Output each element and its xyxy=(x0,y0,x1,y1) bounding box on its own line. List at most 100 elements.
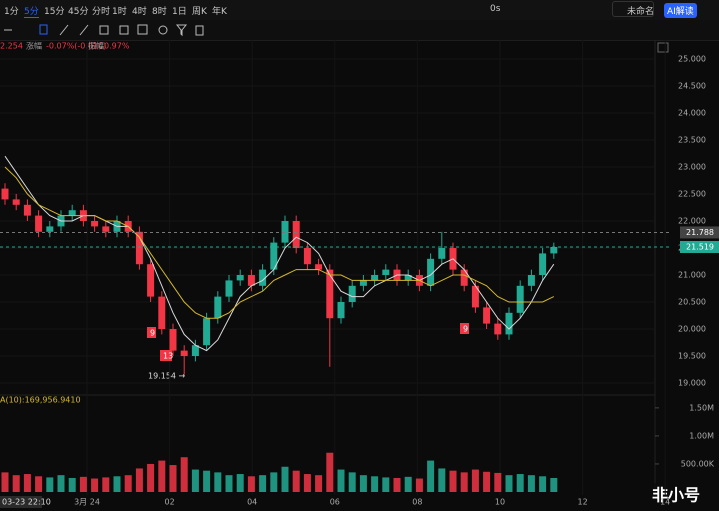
volume-bar xyxy=(214,472,222,492)
y-tick-label: 22.500 xyxy=(678,190,706,199)
volume-bar xyxy=(135,468,143,492)
y-tick-label: 24.000 xyxy=(678,109,706,118)
candle-body xyxy=(359,280,367,286)
period-button[interactable]: 周K xyxy=(192,7,207,17)
candle-body xyxy=(505,312,513,335)
candle-body xyxy=(214,296,222,319)
candle-body xyxy=(326,269,334,319)
x-tick-label: 02 xyxy=(165,498,175,507)
timer[interactable]: 0s xyxy=(490,4,501,14)
tool-icon[interactable] xyxy=(175,24,188,37)
tool-icon[interactable] xyxy=(59,24,69,36)
volume-bar xyxy=(203,470,211,492)
candle-body xyxy=(247,275,255,286)
volume-bar xyxy=(471,469,479,492)
watermark: 非小号 xyxy=(652,486,700,505)
volume-tick-label: 1.00M xyxy=(689,431,714,440)
low-label: 19.154 → xyxy=(148,372,186,381)
signal-box xyxy=(147,327,156,338)
candle-body xyxy=(303,248,311,265)
candle-body xyxy=(191,345,199,357)
volume-bar xyxy=(337,469,345,492)
price-label-box xyxy=(680,226,719,239)
layout-name[interactable]: 未命名 xyxy=(627,7,655,17)
volume-bar xyxy=(68,477,76,492)
tool-icon[interactable] xyxy=(39,24,48,35)
period-button[interactable]: 8时 xyxy=(152,7,167,17)
volume-bar xyxy=(527,475,535,492)
period-button[interactable]: 年K xyxy=(212,7,227,17)
period-button[interactable]: 1日 xyxy=(172,7,187,17)
volume-bar xyxy=(449,470,457,492)
candle-body xyxy=(315,264,323,270)
info-price: 2.254 xyxy=(0,42,23,51)
tool-icon[interactable] xyxy=(119,25,129,35)
y-tick-label: 19.000 xyxy=(678,379,706,388)
candle-body xyxy=(91,221,99,227)
volume-bar xyxy=(483,471,491,492)
candle-body xyxy=(35,215,43,232)
volume-bar xyxy=(303,474,311,492)
volume-bar xyxy=(180,457,188,492)
volume-bar xyxy=(292,470,300,492)
drawing-tools xyxy=(0,20,719,41)
expand-icon[interactable] xyxy=(657,42,669,53)
x-tick-label: 12 xyxy=(578,498,588,507)
tool-icon[interactable] xyxy=(79,24,89,36)
candle-body xyxy=(483,307,491,324)
period-button[interactable]: 5分 xyxy=(24,4,39,18)
period-button[interactable]: 4时 xyxy=(132,7,147,17)
volume-bar xyxy=(113,476,121,492)
candle-body xyxy=(270,242,278,270)
volume-bar xyxy=(404,476,412,492)
candle-body xyxy=(1,188,9,200)
period-button[interactable]: 1分 xyxy=(4,7,19,17)
y-tick-label: 19.500 xyxy=(678,352,706,361)
info-change-label: 涨幅 xyxy=(26,41,42,51)
candle-body xyxy=(471,285,479,308)
info-amplitude: 0.97% xyxy=(104,42,130,51)
info-amplitude-label: 振幅 xyxy=(88,41,104,51)
y-tick-label: 20.500 xyxy=(678,298,706,307)
volume-bar xyxy=(57,475,65,492)
volume-bar xyxy=(158,460,166,492)
volume-bar xyxy=(281,466,289,492)
volume-bar xyxy=(247,476,255,492)
volume-bar xyxy=(382,477,390,492)
y-tick-label: 25.000 xyxy=(678,55,706,64)
volume-bar xyxy=(191,469,199,492)
period-button[interactable]: 15分 xyxy=(44,7,65,17)
chart: 2.254 涨幅 -0.07%(-0.016) 振幅 0.97% A(10):1… xyxy=(0,40,719,509)
volume-tick-label: 1.50M xyxy=(689,403,714,412)
layout-box[interactable] xyxy=(612,1,654,17)
signal-label: 9 xyxy=(463,325,468,334)
candle-body xyxy=(12,199,20,205)
tool-icon[interactable] xyxy=(137,24,148,35)
tool-icon[interactable] xyxy=(158,25,168,35)
volume-bar xyxy=(23,474,31,492)
volume-bar xyxy=(348,472,356,492)
candle-body xyxy=(259,269,267,286)
signal-label: 9 xyxy=(150,329,155,338)
period-button[interactable]: 45分 xyxy=(68,7,89,17)
x-tick-label: 14 xyxy=(660,498,670,507)
volume-bar xyxy=(438,468,446,492)
tool-icon[interactable] xyxy=(195,25,204,36)
candle-body xyxy=(371,275,379,281)
ai-button[interactable]: AI解读 xyxy=(664,3,697,18)
period-button[interactable]: 1时 xyxy=(112,7,127,17)
period-button[interactable]: 分时 xyxy=(92,7,111,17)
candle-body xyxy=(427,258,435,286)
x-tick-label: 06 xyxy=(330,498,340,507)
tool-icon[interactable] xyxy=(99,25,109,35)
candle-body xyxy=(527,275,535,286)
volume-bar xyxy=(46,477,54,492)
volume-bar xyxy=(371,476,379,492)
volume-bar xyxy=(35,476,43,492)
crosshair-time: 03-23 22:10 xyxy=(2,498,51,507)
volume-bar xyxy=(124,475,132,492)
x-tick-label: 3月 24 xyxy=(74,498,100,507)
x-tick-label: 08 xyxy=(412,498,422,507)
price-label: 21.788 xyxy=(686,228,714,237)
